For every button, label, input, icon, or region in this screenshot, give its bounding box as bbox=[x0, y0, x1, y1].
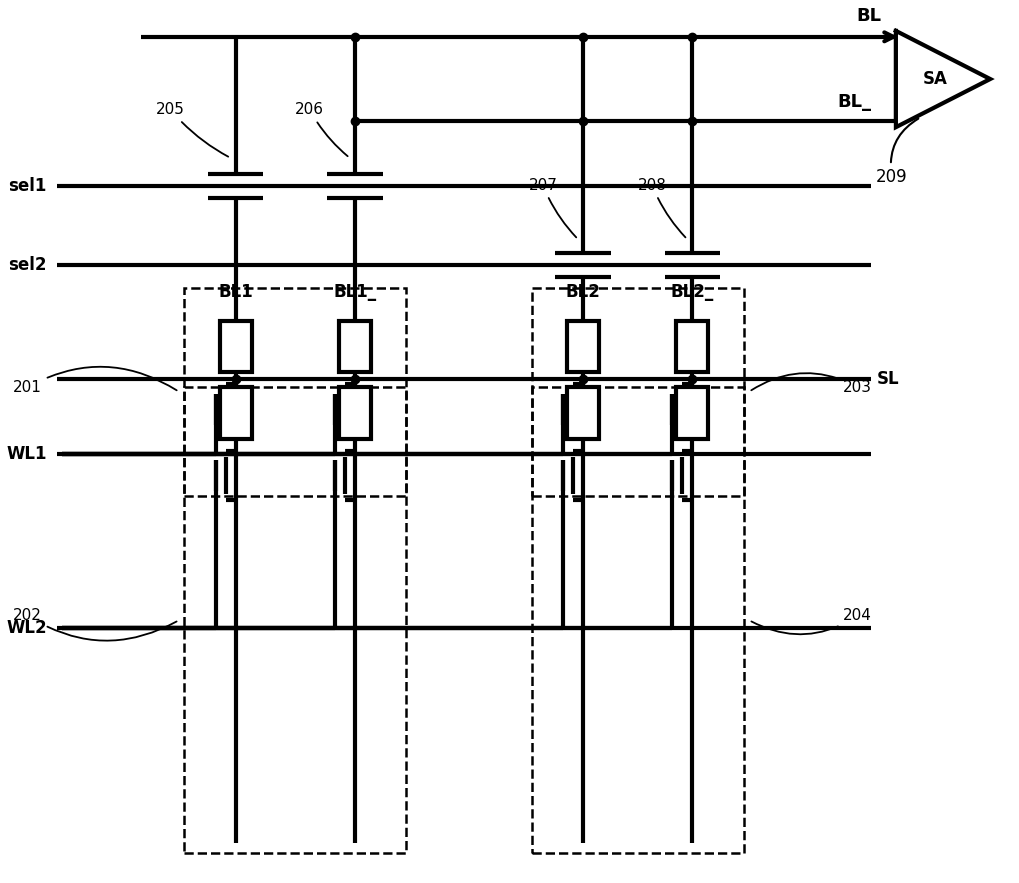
Bar bbox=[567, 321, 598, 373]
Text: sel1: sel1 bbox=[8, 177, 47, 195]
Text: WL2: WL2 bbox=[6, 619, 47, 637]
Text: BL_: BL_ bbox=[837, 94, 870, 111]
Bar bbox=[531, 388, 743, 853]
Text: SL: SL bbox=[876, 370, 899, 389]
Text: 201: 201 bbox=[13, 366, 176, 395]
Bar bbox=[183, 288, 406, 495]
Text: 209: 209 bbox=[875, 118, 917, 185]
Text: 207: 207 bbox=[528, 177, 576, 238]
Text: 208: 208 bbox=[637, 177, 685, 238]
Bar bbox=[338, 321, 370, 373]
Text: 202: 202 bbox=[13, 608, 176, 641]
Text: BL2_: BL2_ bbox=[671, 283, 713, 301]
Bar bbox=[219, 321, 252, 373]
Text: BL2: BL2 bbox=[566, 283, 600, 301]
Polygon shape bbox=[895, 31, 989, 127]
Bar bbox=[338, 388, 370, 439]
Text: 203: 203 bbox=[751, 374, 871, 395]
Text: WL1: WL1 bbox=[6, 445, 47, 463]
Text: BL: BL bbox=[855, 7, 880, 25]
Text: BL1_: BL1_ bbox=[333, 283, 376, 301]
Bar bbox=[676, 388, 707, 439]
Text: SA: SA bbox=[922, 70, 947, 88]
Text: sel2: sel2 bbox=[8, 256, 47, 275]
Bar bbox=[219, 388, 252, 439]
Bar bbox=[531, 288, 743, 495]
Text: BL1: BL1 bbox=[218, 283, 253, 301]
Text: 204: 204 bbox=[751, 608, 871, 634]
Bar bbox=[676, 321, 707, 373]
Text: 205: 205 bbox=[156, 102, 228, 156]
Text: 206: 206 bbox=[294, 102, 347, 156]
Bar bbox=[183, 388, 406, 853]
Bar bbox=[567, 388, 598, 439]
